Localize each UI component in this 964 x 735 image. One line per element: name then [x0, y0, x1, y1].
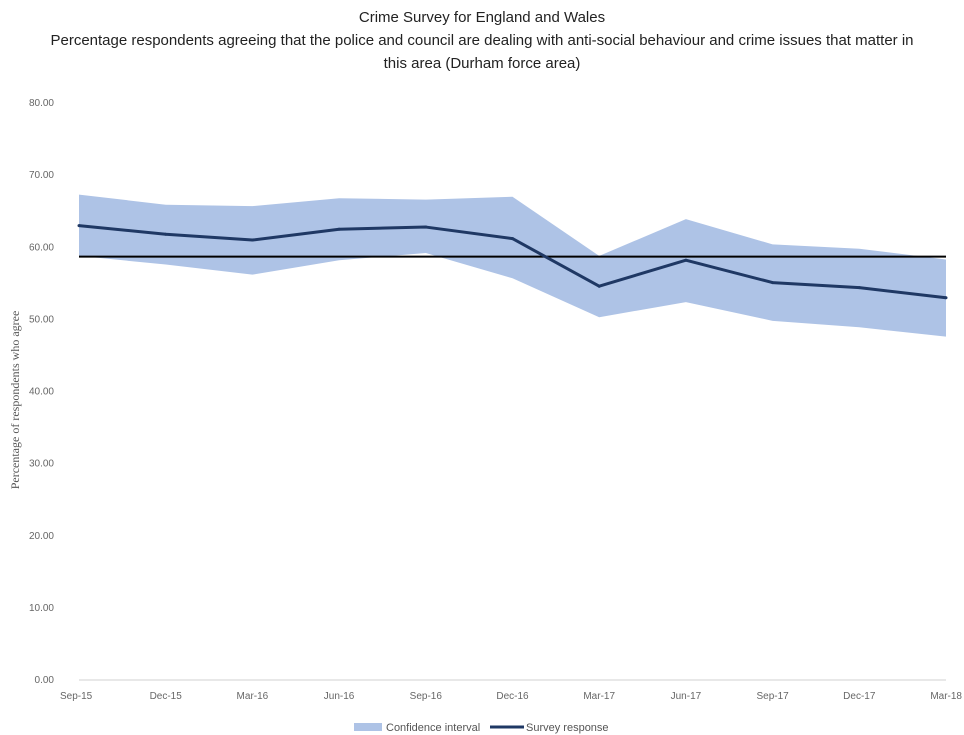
x-tick-label: Mar-18 — [930, 691, 962, 702]
x-tick-label: Dec-16 — [496, 691, 529, 702]
x-tick-label: Dec-17 — [843, 691, 876, 702]
confidence-interval-area — [79, 194, 946, 337]
survey-response-point — [77, 224, 81, 228]
x-tick-label: Sep-16 — [410, 691, 443, 702]
survey-response-point — [424, 225, 428, 229]
x-tick-label: Sep-15 — [60, 691, 93, 702]
y-axis-ticks: 0.00 10.00 20.00 30.00 40.00 50.00 60.00 70.00 8… — [29, 98, 54, 686]
x-tick-label: Dec-15 — [150, 691, 183, 702]
y-tick-label: 30.00 — [29, 459, 54, 470]
x-tick-label: Jun-16 — [324, 691, 355, 702]
x-tick-label: Mar-16 — [237, 691, 269, 702]
survey-response-point — [511, 237, 514, 241]
y-axis-label: Percentage of respondents who agree — [8, 311, 22, 490]
x-tick-label: Mar-17 — [583, 691, 615, 702]
y-tick-label: 70.00 — [29, 170, 54, 181]
legend: Confidence interval Survey response — [354, 722, 609, 734]
survey-response-point — [771, 281, 775, 285]
survey-response-point — [684, 258, 688, 262]
y-tick-label: 60.00 — [29, 242, 54, 253]
legend-swatch-confidence-interval — [354, 723, 382, 731]
y-tick-label: 0.00 — [35, 675, 55, 686]
chart-title-block: Crime Survey for England and Wales Perce… — [0, 6, 964, 75]
survey-response-point — [857, 286, 861, 290]
y-tick-label: 20.00 — [29, 531, 54, 542]
survey-response-point — [164, 232, 168, 236]
y-tick-label: 40.00 — [29, 387, 54, 398]
y-tick-label: 50.00 — [29, 314, 54, 325]
survey-line-group — [77, 224, 948, 300]
chart-subtitle: Percentage respondents agreeing that the… — [50, 32, 914, 72]
survey-response-point — [250, 238, 254, 242]
chart-title: Crime Survey for England and Wales — [358, 9, 606, 26]
y-tick-label: 10.00 — [29, 603, 54, 614]
survey-response-point — [944, 296, 948, 300]
survey-response-point — [597, 284, 601, 288]
legend-label-confidence-interval: Confidence interval — [386, 722, 480, 734]
x-tick-label: Jun-17 — [671, 691, 702, 702]
x-tick-label: Sep-17 — [756, 691, 789, 702]
x-axis-ticks: Sep-15 Dec-15 Mar-16 Jun-16 Sep-16 Dec-16 Mar-… — [60, 691, 962, 702]
survey-response-point — [337, 227, 341, 231]
y-tick-label: 80.00 — [29, 98, 54, 109]
legend-label-survey-response: Survey response — [526, 722, 609, 734]
confidence-band — [79, 194, 946, 337]
